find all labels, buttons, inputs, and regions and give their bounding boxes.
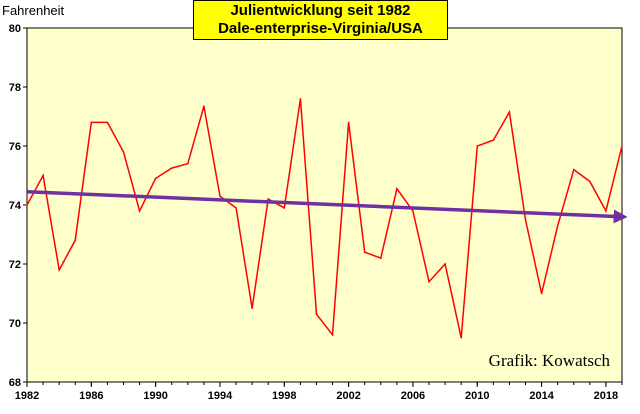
data-point xyxy=(235,207,237,209)
y-tick-label: 70 xyxy=(9,318,21,330)
data-point xyxy=(170,167,173,169)
x-tick-label: 2018 xyxy=(594,390,618,402)
data-point xyxy=(556,224,559,227)
data-point xyxy=(283,207,286,209)
chart-title: Julientwicklung seit 1982 xyxy=(230,2,411,19)
data-point xyxy=(90,121,93,124)
data-point xyxy=(444,263,446,265)
y-tick-label: 68 xyxy=(9,377,21,389)
data-point xyxy=(74,239,77,242)
axis-ticks: 68 70 72 74 76 78 80 1982 1986 1990 1994 1998 2002 20… xyxy=(9,23,623,402)
data-point xyxy=(347,121,350,124)
data-point xyxy=(428,280,430,283)
y-tick-label: 74 xyxy=(9,200,22,212)
data-point xyxy=(315,313,318,315)
data-point xyxy=(122,151,125,153)
y-tick-label: 76 xyxy=(9,141,21,153)
chart-title-box: Julientwicklung seit 1982 Dale-enterpris… xyxy=(193,0,448,40)
x-tick-label: 1982 xyxy=(15,390,39,402)
data-point xyxy=(138,210,141,212)
x-tick-label: 2006 xyxy=(401,390,425,402)
x-tick-label: 1994 xyxy=(208,390,233,402)
trend-line xyxy=(26,189,628,224)
data-point xyxy=(187,162,189,165)
y-tick-label: 78 xyxy=(9,82,21,94)
x-tick-label: 1986 xyxy=(79,390,103,402)
data-point xyxy=(524,218,527,221)
series-line xyxy=(26,98,623,338)
data-point xyxy=(331,334,334,336)
data-point xyxy=(412,210,414,212)
data-point xyxy=(251,307,253,310)
data-point xyxy=(58,269,60,271)
x-tick-label: 1998 xyxy=(272,390,296,402)
data-point xyxy=(605,210,607,212)
data-point xyxy=(621,145,623,147)
y-tick-label: 80 xyxy=(9,23,21,35)
data-point xyxy=(299,98,302,100)
data-point xyxy=(589,180,591,183)
data-point xyxy=(379,257,382,259)
data-point xyxy=(154,177,157,180)
y-axis-label: Fahrenheit xyxy=(2,3,65,18)
x-tick-label: 2010 xyxy=(465,390,489,402)
data-point xyxy=(508,111,511,113)
data-point xyxy=(476,145,479,147)
data-point xyxy=(572,168,575,171)
x-tick-label: 1990 xyxy=(143,390,167,402)
chart-subtitle: Dale-enterprise-Virginia/USA xyxy=(218,20,423,37)
series-layer xyxy=(26,98,628,339)
data-point xyxy=(396,187,398,190)
data-point xyxy=(363,251,366,253)
data-point xyxy=(540,292,543,295)
x-tick-label: 2014 xyxy=(529,390,554,402)
data-point xyxy=(42,174,44,177)
data-point xyxy=(460,336,462,339)
data-point xyxy=(203,105,205,107)
y-tick-label: 72 xyxy=(9,259,21,271)
data-point xyxy=(26,204,28,206)
x-tick-label: 2002 xyxy=(336,390,360,402)
data-point xyxy=(492,139,495,141)
data-point xyxy=(219,195,221,197)
data-point xyxy=(106,121,109,124)
chart-credit: Grafik: Kowatsch xyxy=(488,351,610,370)
data-point xyxy=(267,198,270,200)
